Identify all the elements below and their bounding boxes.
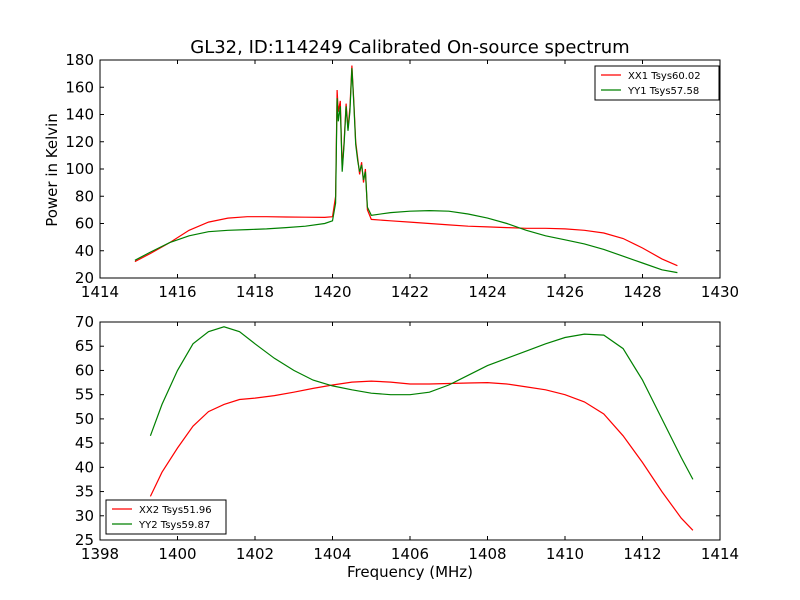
legend: XX1 Tsys60.02 YY1 Tsys57.58 [594, 65, 720, 101]
chart-title: GL32, ID:114249 Calibrated On-source spe… [190, 37, 629, 58]
x-axis-label: Frequency (MHz) [347, 563, 473, 581]
x-tick-label: 1400 [158, 545, 196, 563]
y-tick-label: 65 [75, 337, 94, 355]
x-tick-label: 1404 [313, 545, 351, 563]
x-tick-label: 1410 [546, 545, 584, 563]
x-tick-label: 1414 [81, 283, 119, 301]
x-tick-label: 1414 [701, 545, 739, 563]
x-tick-label: 1422 [391, 283, 429, 301]
legend-label: XX1 Tsys60.02 [628, 71, 701, 82]
top-panel: 1414 1416 1418 1420 1422 1424 1426 1428 1430 20 40… [65, 51, 739, 301]
y-tick-label: 120 [65, 133, 94, 151]
y-tick-label: 40 [75, 458, 94, 476]
y-tick-label: 35 [75, 483, 94, 501]
y-axis-label: Power in Kelvin [43, 113, 61, 227]
y-tick-label: 30 [75, 507, 94, 525]
legend: XX2 Tsys51.96 YY2 Tsys59.87 [105, 499, 227, 535]
y-tick-label: 140 [65, 106, 94, 124]
y-tick-label: 100 [65, 160, 94, 178]
x-tick-label: 1418 [236, 283, 274, 301]
y-tick-label: 60 [75, 215, 94, 233]
y-tick-label: 40 [75, 242, 94, 260]
x-tick-label: 1398 [81, 545, 119, 563]
y-tick-label: 45 [75, 434, 94, 452]
y-tick-label: 55 [75, 386, 94, 404]
y-tick-label: 180 [65, 51, 94, 69]
legend-box [594, 65, 720, 101]
y-tick-label: 160 [65, 78, 94, 96]
series-line-2 [149, 326, 694, 480]
x-tick-label: 1416 [158, 283, 196, 301]
series-line-2 [134, 68, 678, 274]
x-tick-label: 1428 [623, 283, 661, 301]
y-tick-label: 20 [75, 269, 94, 287]
x-tick-label: 1420 [313, 283, 351, 301]
x-tick-label: 1408 [468, 545, 506, 563]
y-tick-label: 60 [75, 361, 94, 379]
legend-label: YY1 Tsys57.58 [627, 86, 699, 97]
series-line-1 [149, 380, 694, 531]
x-tick-label: 1430 [701, 283, 739, 301]
x-tick-label: 1406 [391, 545, 429, 563]
y-tick-label: 50 [75, 410, 94, 428]
y-tick-label: 70 [75, 313, 94, 331]
x-tick-label: 1412 [623, 545, 661, 563]
legend-box [105, 499, 227, 535]
legend-label: XX2 Tsys51.96 [139, 505, 212, 516]
x-tick-label: 1426 [546, 283, 584, 301]
bottom-panel: 1398 1400 1402 1404 1406 1408 1410 1412 1414 25 30… [75, 313, 739, 563]
y-tick-label: 80 [75, 187, 94, 205]
x-tick-label: 1402 [236, 545, 274, 563]
x-tick-label: 1424 [468, 283, 506, 301]
legend-label: YY2 Tsys59.87 [138, 520, 210, 531]
y-tick-label: 25 [75, 531, 94, 549]
